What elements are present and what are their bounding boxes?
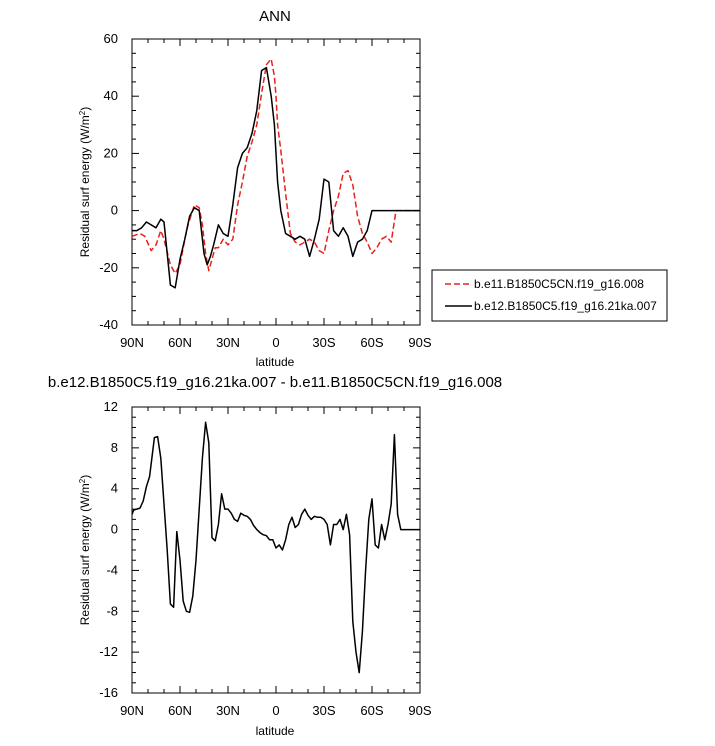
bottom-plot-area [131,406,421,694]
bottom-axis-ticks: 90N 60N 30N 0 30S 60S 90S -16 -12 -8 -4 0 4 8 12 [99,399,432,718]
top-x-tick-label: 0 [272,335,279,350]
bottom-y-tick-label: 8 [111,440,118,455]
bottom-x-tick-label: 30S [312,703,335,718]
bottom-y-tick-label: -4 [106,562,118,577]
bottom-x-axis-title: latitude [256,724,295,738]
top-y-tick-label: 40 [104,88,118,103]
top-chart-title: ANN [259,8,291,25]
top-x-tick-label: 60N [168,335,192,350]
top-y-axis-title: Residual surf energy (W/m2) [78,107,93,258]
legend-label-series-1: b.e11.B1850C5CN.f19_g16.008 [474,277,644,291]
top-chart-legend: b.e11.B1850C5CN.f19_g16.008 b.e12.B1850C… [431,269,668,322]
bottom-series-group [131,421,420,674]
top-y-tick-label: 20 [104,145,118,160]
bottom-y-tick-label: 0 [111,522,118,537]
bottom-x-tick-label: 0 [272,703,279,718]
bottom-y-tick-label: 4 [111,481,118,496]
top-series-group [131,58,420,289]
bottom-x-tick-label: 60N [168,703,192,718]
bottom-x-tick-label: 60S [360,703,383,718]
bottom-x-tick-label: 30N [216,703,240,718]
top-y-tick-label: 60 [104,31,118,46]
bottom-y-tick-label: -12 [99,644,118,659]
bottom-y-tick-label: 12 [104,399,118,414]
bottom-y-axis-title: Residual surf energy (W/m2) [78,475,93,626]
top-x-tick-label: 90N [120,335,144,350]
top-x-axis-title: latitude [256,355,295,369]
bottom-y-tick-label: -8 [106,603,118,618]
top-axis-ticks: 90N 60N 30N 0 30S 60S 90S -40 -20 0 20 40 60 [99,31,432,350]
bottom-chart-panel: b.e12.B1850C5.f19_g16.21ka.007 - b.e11.B… [48,374,502,738]
top-y-tick-label: -40 [99,317,118,332]
top-y-tick-label: 0 [111,203,118,218]
top-x-tick-label: 60S [360,335,383,350]
legend-label-series-2: b.e12.B1850C5.f19_g16.21ka.007 [474,299,657,313]
bottom-y-tick-label: -16 [99,685,118,700]
top-series-line-2 [132,66,420,289]
top-chart-panel: ANN 90N 60N 30N 0 30S 60S 90S -40 -20 0 20 40 60 lat… [78,8,668,369]
bottom-series-line-1 [131,421,420,674]
legend-box [431,269,668,322]
top-y-tick-label: -20 [99,260,118,275]
top-x-tick-label: 30N [216,335,240,350]
bottom-x-tick-label: 90N [120,703,144,718]
top-x-tick-label: 30S [312,335,335,350]
bottom-chart-title: b.e12.B1850C5.f19_g16.21ka.007 - b.e11.B… [48,374,502,391]
top-plot-area [131,38,421,326]
top-x-tick-label: 90S [408,335,431,350]
bottom-x-tick-label: 90S [408,703,431,718]
